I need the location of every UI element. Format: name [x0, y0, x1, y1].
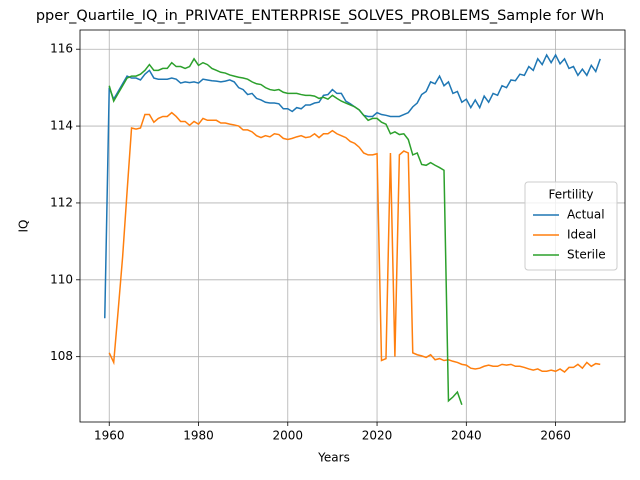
x-tick-label: 2060: [540, 429, 571, 443]
legend-label: Sterile: [567, 248, 606, 262]
y-tick-label: 116: [50, 42, 73, 56]
plot-frame: [79, 29, 626, 423]
x-tick-label: 2000: [273, 429, 304, 443]
x-axis-label: Years: [317, 451, 350, 465]
data-line: [108, 111, 601, 374]
y-tick-label: 114: [50, 119, 73, 133]
chart-title: pper_Quartile_IQ_in_PRIVATE_ENTERPRISE_S…: [36, 8, 604, 24]
legend-box: [524, 181, 618, 271]
legend: Fertility Actual Ideal Sterile: [524, 181, 618, 271]
x-tick-label: 1980: [183, 429, 214, 443]
x-tick-label: 2020: [362, 429, 393, 443]
x-tick-label: 2040: [451, 429, 482, 443]
y-tick-label: 108: [50, 349, 73, 363]
data-line: [108, 57, 463, 405]
x-tick-label: 1960: [94, 429, 125, 443]
y-tick-label: 110: [50, 272, 73, 286]
legend-label: Actual: [567, 208, 605, 222]
y-axis-label: IQ: [17, 220, 31, 233]
legend-title: Fertility: [548, 188, 593, 202]
y-tick-label: 112: [50, 195, 73, 209]
legend-label: Ideal: [567, 228, 596, 242]
